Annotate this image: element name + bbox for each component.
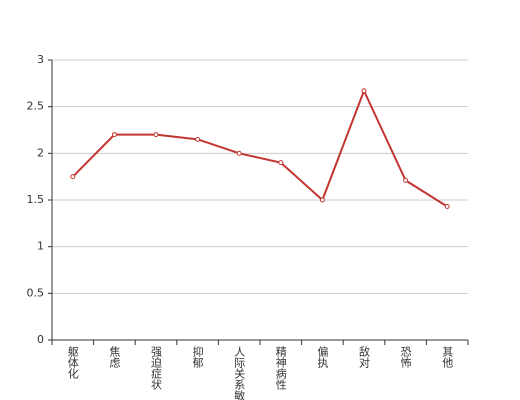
x-tick-label: 躯体化	[66, 346, 79, 380]
point	[444, 204, 450, 210]
x-tick-label: 其他	[441, 346, 454, 368]
x-tick-label: 偏执	[316, 345, 329, 369]
x-tick-label: 人际关系敏感	[233, 346, 246, 400]
y-tick-label: 0	[37, 333, 44, 346]
x-tick-label: 抑郁	[191, 345, 204, 368]
point	[278, 160, 284, 166]
y-tick-label: 3	[37, 53, 44, 66]
x-tick-label: 敌对	[358, 345, 371, 368]
y-tick-label: 0.5	[27, 286, 45, 299]
point	[70, 174, 76, 180]
x-tick-label: 精神病性	[274, 346, 287, 391]
y-tick-label: 1	[37, 240, 44, 253]
y-tick-label: 2.5	[27, 100, 45, 113]
point	[403, 177, 409, 183]
y-tick-label: 2	[37, 146, 44, 159]
x-tick-label: 焦虑	[108, 346, 121, 368]
x-tick-label: 强迫症状	[150, 346, 163, 390]
point	[111, 132, 117, 138]
line	[72, 88, 448, 208]
point	[153, 132, 159, 138]
point	[361, 88, 367, 94]
point	[236, 150, 242, 156]
point	[195, 136, 201, 142]
y-tick-label: 1.5	[27, 193, 45, 206]
x-tick-label: 恐怖	[399, 346, 412, 368]
point	[319, 197, 325, 203]
